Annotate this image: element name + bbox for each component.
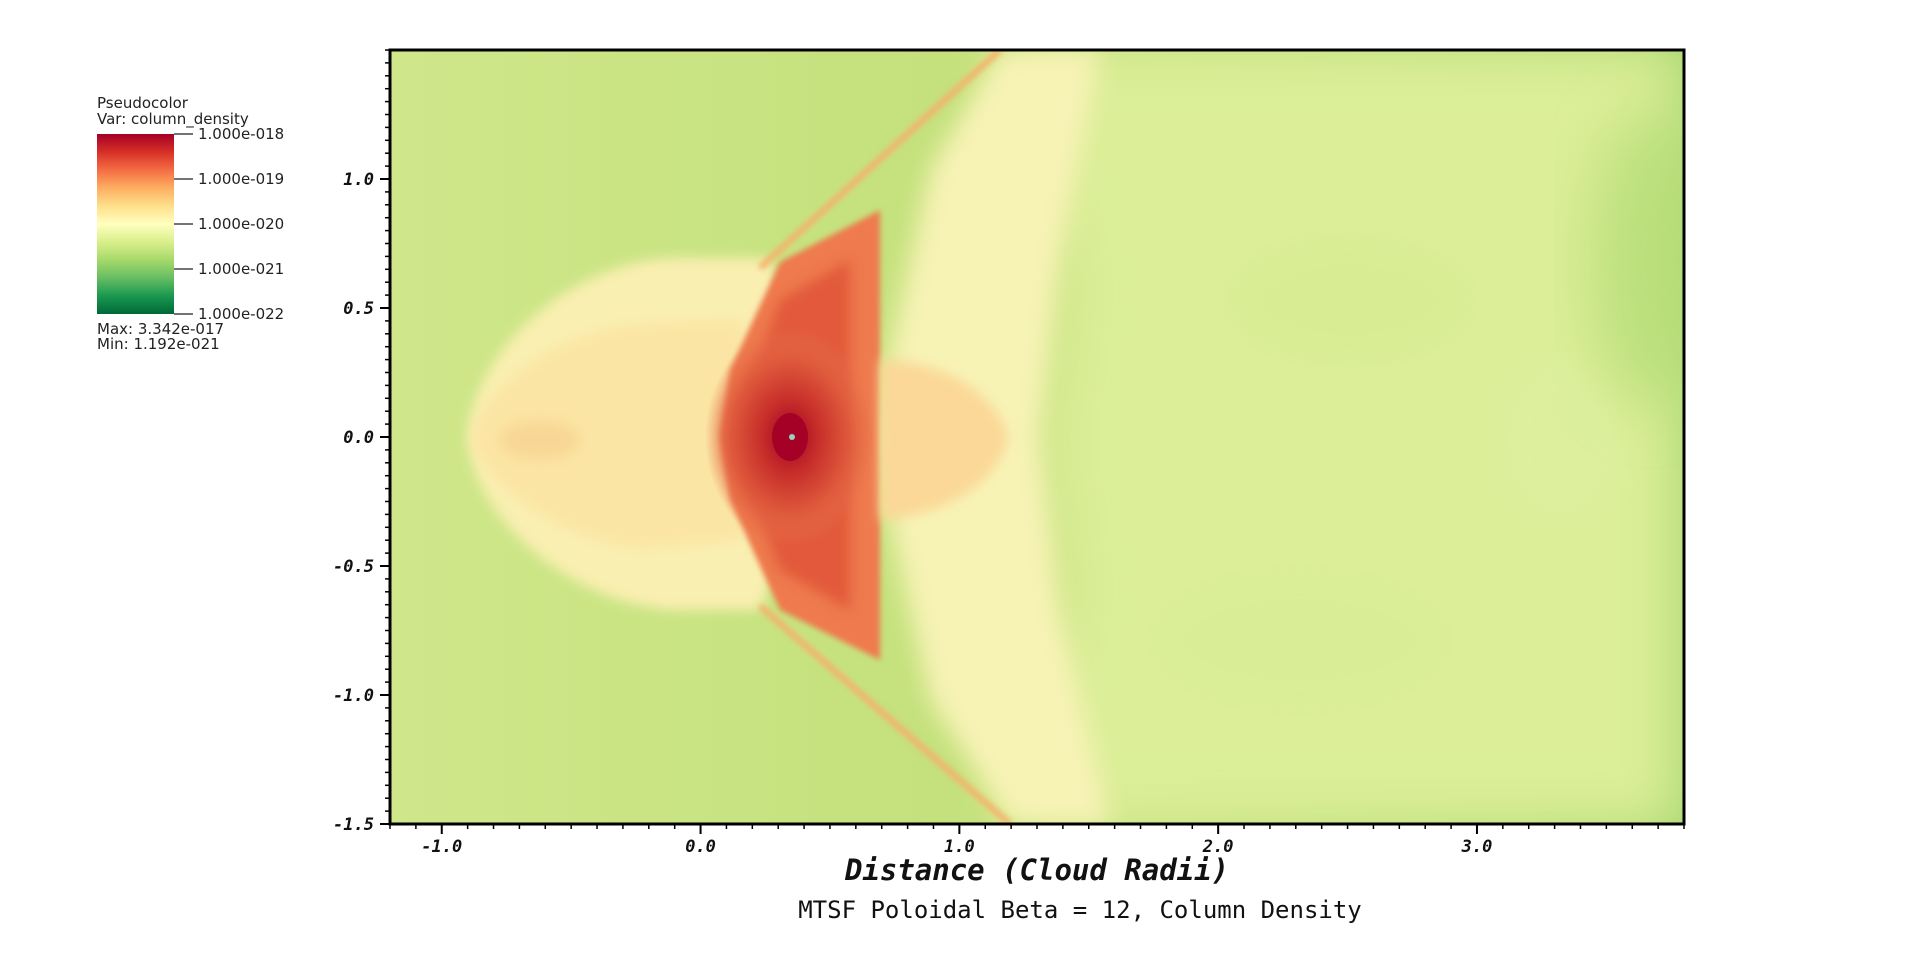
colorbar-tick-label: 1.000e-022 [198, 305, 284, 323]
y-tick-label: -1.0 [333, 686, 374, 706]
x-tick-label: -1.0 [421, 837, 462, 857]
colorbar-tick-label: 1.000e-018 [198, 125, 284, 143]
x-tick-label: 3.0 [1461, 837, 1493, 857]
heatmap-plot [390, 50, 1684, 824]
x-axis-title: Distance (Cloud Radii) [844, 853, 1229, 887]
legend-min-label: Min: 1.192e-021 [97, 335, 220, 353]
bow-shock-edge [757, 50, 1003, 271]
wake-streak [1500, 360, 1620, 520]
x-tick-label: 1.0 [944, 837, 975, 857]
x-tick-label: 0.0 [685, 837, 716, 857]
legend-max-label: Max: 3.342e-017 [97, 320, 224, 338]
bow-shock-edge [758, 603, 1012, 824]
wake-darker [1590, 110, 1684, 410]
colorbar-ticks [174, 133, 193, 315]
colorbar-tick-labels: 1.000e-018 1.000e-019 1.000e-020 1.000e-… [198, 125, 284, 323]
y-tick-label: -0.5 [333, 557, 374, 577]
x-minor-ticks [389, 824, 1685, 829]
x-tick-label: 2.0 [1202, 837, 1234, 857]
y-axis-ticks: 1.0 0.5 0.0 -0.5 -1.0 -1.5 [333, 170, 390, 835]
y-tick-label: 0.5 [343, 299, 374, 319]
right-lobe [880, 360, 1008, 520]
wake-streak [1150, 570, 1450, 710]
wake-streak [1230, 240, 1470, 360]
y-minor-ticks [385, 49, 390, 825]
colorbar-tick-label: 1.000e-019 [198, 170, 284, 188]
colorbar-gradient [97, 134, 174, 314]
legend-plot-type: Pseudocolor [97, 94, 189, 112]
colorbar-tick-label: 1.000e-021 [198, 260, 284, 278]
y-tick-label: 1.0 [343, 170, 374, 190]
core-marker [789, 434, 795, 440]
plot-title: MTSF Poloidal Beta = 12, Column Density [798, 896, 1362, 924]
cloud-shell-inner [470, 320, 760, 548]
colorbar-legend: Pseudocolor Var: column_density 1.000e-0… [97, 94, 284, 353]
shell-ridge [500, 420, 580, 460]
colorbar-tick-label: 1.000e-020 [198, 215, 284, 233]
y-tick-label: -1.5 [333, 815, 374, 835]
y-tick-label: 0.0 [343, 428, 374, 448]
x-axis-ticks: -1.0 0.0 1.0 2.0 3.0 [421, 824, 1492, 857]
legend-variable-label: Var: column_density [97, 110, 249, 129]
